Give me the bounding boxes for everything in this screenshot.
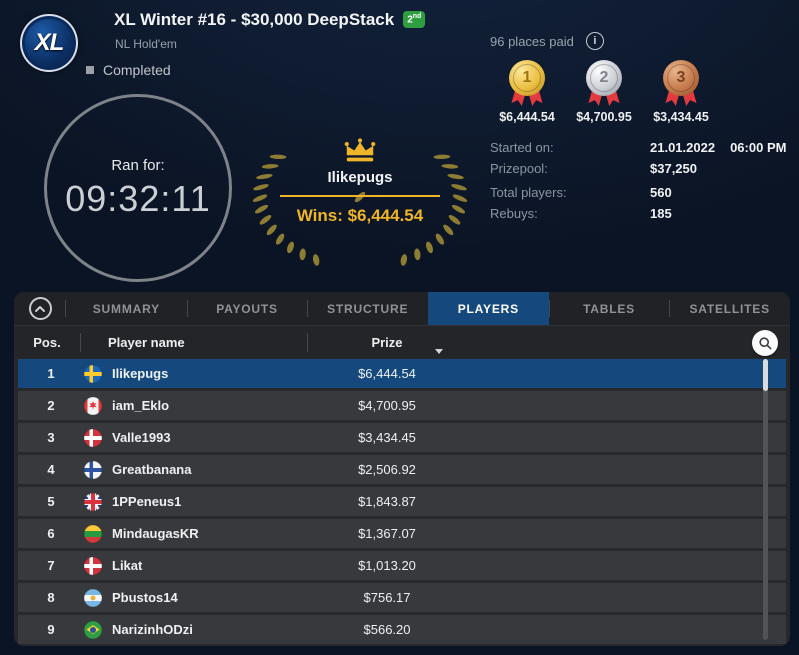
player-name-cell: iam_Eklo	[112, 398, 170, 413]
player-flag-icon	[84, 620, 102, 639]
player-name-cell: MindaugasKR	[112, 526, 199, 541]
run-time-label: Ran for:	[111, 156, 165, 174]
first-prize-amount: $6,444.54	[499, 110, 555, 124]
player-flag-icon	[84, 364, 102, 383]
position-cell: 3	[47, 430, 55, 445]
player-flag-icon	[84, 492, 102, 511]
position-cell: 2	[47, 398, 55, 413]
player-name-cell: 1PPeneus1	[112, 494, 182, 509]
players-table-body: 1 Ilikepugs $6,444.54 2 iam_Eklo $4,700.…	[18, 359, 786, 644]
player-flag-icon	[84, 556, 102, 575]
table-row[interactable]: 9 NarizinhODzi $566.20	[18, 615, 786, 644]
stat-prizepool: Prizepool: $37,250	[490, 161, 697, 176]
player-name-cell: Likat	[112, 558, 143, 573]
player-flag-icon	[84, 460, 102, 479]
prize-cell: $3,434.45	[358, 430, 416, 445]
position-cell: 1	[47, 366, 55, 381]
table-row[interactable]: 8 Pbustos14 $756.17	[18, 583, 786, 612]
second-prize-amount: $4,700.95	[576, 110, 632, 124]
player-name-cell: Ilikepugs	[112, 366, 169, 381]
prize-cell: $1,013.20	[358, 558, 416, 573]
table-row[interactable]: 3 Valle1993 $3,434.45	[18, 423, 786, 452]
position-cell: 5	[47, 494, 55, 509]
column-header-prize[interactable]: Prize	[307, 335, 467, 354]
table-row[interactable]: 4 Greatbanana $2,506.92	[18, 455, 786, 484]
position-cell: 4	[47, 462, 55, 477]
tab-payouts[interactable]: PAYOUTS	[186, 292, 308, 325]
page-title: XL Winter #16 - $30,000 DeepStack	[114, 10, 395, 29]
position-cell: 8	[47, 590, 55, 605]
tab-tables[interactable]: TABLES	[548, 292, 670, 325]
tournament-stats: Started on: 21.01.2022 06:00 PM Prizepoo…	[490, 137, 790, 224]
player-name-cell: Pbustos14	[112, 590, 178, 605]
collapse-button[interactable]	[14, 292, 66, 325]
crown-icon	[344, 138, 376, 162]
column-header-pos: Pos.	[33, 334, 61, 350]
position-cell: 6	[47, 526, 55, 541]
stat-started-on: Started on: 21.01.2022 06:00 PM	[490, 140, 787, 155]
search-icon	[759, 337, 772, 350]
results-card: SUMMARY PAYOUTS STRUCTURE PLAYERS TABLES…	[14, 292, 790, 646]
table-row[interactable]: 2 iam_Eklo $4,700.95	[18, 391, 786, 420]
status-badge: Completed	[86, 62, 171, 78]
table-scrollbar[interactable]	[763, 359, 768, 640]
medal-first: 1 $6,444.54	[492, 60, 562, 124]
prize-cell: $6,444.54	[358, 366, 416, 381]
status-label: Completed	[103, 62, 171, 78]
laurel-wreath-icon	[252, 149, 468, 268]
prize-cell: $4,700.95	[358, 398, 416, 413]
bronze-medal-icon: 3	[663, 60, 699, 96]
prize-cell: $2,506.92	[358, 462, 416, 477]
run-time-value: 09:32:11	[65, 177, 211, 219]
tab-bar: SUMMARY PAYOUTS STRUCTURE PLAYERS TABLES…	[14, 292, 790, 325]
info-icon[interactable]: i	[585, 32, 604, 50]
player-name-cell: Greatbanana	[112, 462, 192, 477]
player-name-cell: Valle1993	[112, 430, 171, 445]
tab-structure[interactable]: STRUCTURE	[307, 292, 428, 325]
table-row[interactable]: 1 Ilikepugs $6,444.54	[18, 359, 786, 388]
player-flag-icon	[84, 524, 102, 543]
status-square-icon	[86, 66, 94, 74]
table-row[interactable]: 5 1PPeneus1 $1,843.87	[18, 487, 786, 516]
prize-cell: $756.17	[363, 590, 411, 605]
player-flag-icon	[84, 428, 102, 447]
player-flag-icon	[84, 396, 102, 415]
winner-prize: Wins: $6,444.54	[296, 206, 424, 225]
prize-cell: $1,367.07	[358, 526, 416, 541]
prize-cell: $1,843.87	[358, 494, 416, 509]
game-type-label: NL Hold'em	[115, 37, 177, 51]
tab-satellites[interactable]: SATELLITES	[669, 292, 790, 325]
chevron-up-icon	[28, 297, 52, 320]
silver-medal-icon: 2	[586, 60, 622, 96]
tab-players[interactable]: PLAYERS	[428, 292, 549, 325]
prize-cell: $566.20	[363, 622, 411, 637]
places-paid-label: 96 places paid	[490, 33, 574, 49]
player-flag-icon	[84, 588, 102, 607]
player-name-cell: NarizinhODzi	[112, 622, 193, 637]
column-header-player: Player name	[108, 334, 185, 350]
scrollbar-thumb[interactable]	[763, 359, 768, 391]
xl-logo-text: XL	[34, 29, 65, 56]
medal-third: 3 $3,434.45	[646, 60, 716, 124]
search-button[interactable]	[752, 330, 778, 356]
position-cell: 9	[47, 622, 55, 637]
table-row[interactable]: 7 Likat $1,013.20	[18, 551, 786, 580]
payout-summary: 96 places paid i 1 $6,444.54 2 $4,700.95…	[490, 32, 790, 224]
second-chance-badge: 2nd	[403, 10, 426, 28]
position-cell: 7	[47, 558, 55, 573]
sort-caret-icon[interactable]	[435, 348, 443, 354]
third-prize-amount: $3,434.45	[653, 110, 709, 124]
stat-total-players: Total players: 560	[490, 185, 672, 200]
stat-rebuys: Rebuys: 185	[490, 206, 672, 221]
tab-summary[interactable]: SUMMARY	[92, 301, 160, 316]
gold-medal-icon: 1	[509, 60, 545, 96]
table-row[interactable]: 6 MindaugasKR $1,367.07	[18, 519, 786, 548]
medal-second: 2 $4,700.95	[569, 60, 639, 124]
winner-panel: Ilikepugs Wins: $6,444.54	[252, 118, 468, 274]
winner-divider	[280, 195, 440, 197]
run-time-circle: Ran for: 09:32:11	[44, 94, 232, 282]
xl-logo: XL	[20, 14, 78, 72]
table-header: Pos. Player name Prize	[14, 325, 790, 358]
winner-name: Ilikepugs	[327, 169, 393, 186]
